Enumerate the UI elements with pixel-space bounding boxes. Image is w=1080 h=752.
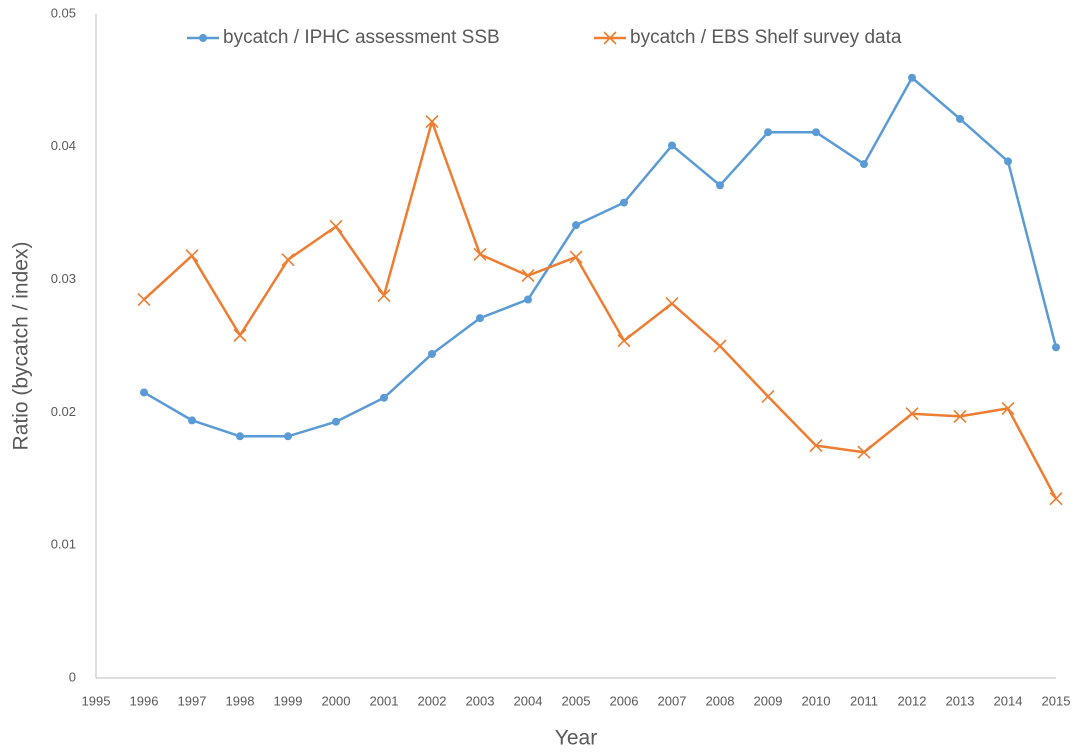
data-point — [380, 393, 388, 402]
data-point — [284, 432, 292, 441]
data-point — [476, 314, 484, 323]
data-point — [620, 198, 628, 207]
data-point — [281, 253, 295, 267]
x-tick-label: 1995 — [82, 693, 111, 708]
data-point — [473, 247, 487, 261]
data-point — [713, 339, 727, 353]
x-tick-label: 2005 — [562, 693, 591, 708]
x-tick-label: 2012 — [898, 693, 927, 708]
x-tick-label: 2002 — [418, 693, 447, 708]
data-point — [812, 128, 820, 137]
legend-label: bycatch / EBS Shelf survey data — [630, 27, 902, 48]
data-point — [716, 181, 724, 190]
data-point — [668, 141, 676, 150]
legend-marker — [199, 34, 207, 42]
x-tick-label: 2011 — [850, 693, 878, 708]
x-tick-label: 2000 — [322, 693, 351, 708]
y-tick-label: 0.01 — [51, 537, 76, 552]
data-point — [377, 288, 391, 303]
series-line — [143, 76, 1058, 438]
data-point — [140, 388, 148, 397]
data-point — [764, 128, 772, 137]
data-point — [569, 250, 583, 264]
data-point — [428, 349, 436, 358]
x-tick-label: 2014 — [994, 693, 1023, 708]
x-tick-label: 2008 — [706, 693, 735, 708]
data-point — [665, 296, 679, 311]
x-tick-label: 2006 — [610, 693, 639, 708]
data-point — [1052, 343, 1060, 352]
data-point — [857, 445, 871, 459]
data-point — [572, 221, 580, 230]
x-tick-label: 2003 — [466, 693, 495, 708]
data-point — [1001, 401, 1015, 415]
x-tick-label: 2013 — [946, 693, 975, 708]
data-point — [332, 417, 340, 426]
data-point — [185, 249, 199, 263]
x-tick-label: 1996 — [130, 693, 159, 708]
y-tick-label: 0.03 — [51, 271, 76, 286]
y-axis-title: Ratio (bycatch / index) — [10, 242, 33, 451]
x-tick-label: 2001 — [370, 693, 399, 708]
data-point — [617, 334, 631, 348]
data-point — [188, 416, 196, 425]
legend-marker — [603, 31, 617, 45]
series-line — [143, 120, 1058, 500]
data-point — [956, 114, 964, 123]
data-point — [521, 269, 535, 283]
data-point — [908, 73, 916, 82]
y-tick-label: 0.05 — [51, 5, 76, 20]
data-point — [137, 292, 151, 307]
data-point — [860, 160, 868, 169]
x-tick-label: 1997 — [178, 693, 207, 708]
data-point — [1004, 157, 1012, 166]
legend-label: bycatch / IPHC assessment SSB — [223, 27, 500, 48]
data-point — [329, 219, 343, 234]
y-tick-label: 0 — [69, 669, 76, 684]
x-tick-label: 2009 — [754, 693, 783, 708]
data-point — [953, 409, 967, 423]
data-point — [233, 328, 247, 342]
data-point — [1049, 492, 1063, 506]
data-point — [236, 432, 244, 441]
x-tick-label: 1999 — [274, 693, 303, 708]
data-point — [425, 115, 439, 129]
data-point — [761, 389, 775, 404]
x-tick-label: 2010 — [802, 693, 831, 708]
x-tick-label: 2015 — [1042, 693, 1071, 708]
x-axis-title: Year — [555, 727, 597, 750]
y-tick-label: 0.02 — [51, 404, 76, 419]
x-tick-label: 1998 — [226, 693, 255, 708]
data-point — [905, 407, 919, 421]
x-tick-label: 2004 — [514, 693, 543, 708]
y-tick-label: 0.04 — [51, 138, 76, 153]
data-point — [524, 295, 532, 304]
x-tick-label: 2007 — [658, 693, 687, 708]
data-point — [809, 439, 823, 453]
